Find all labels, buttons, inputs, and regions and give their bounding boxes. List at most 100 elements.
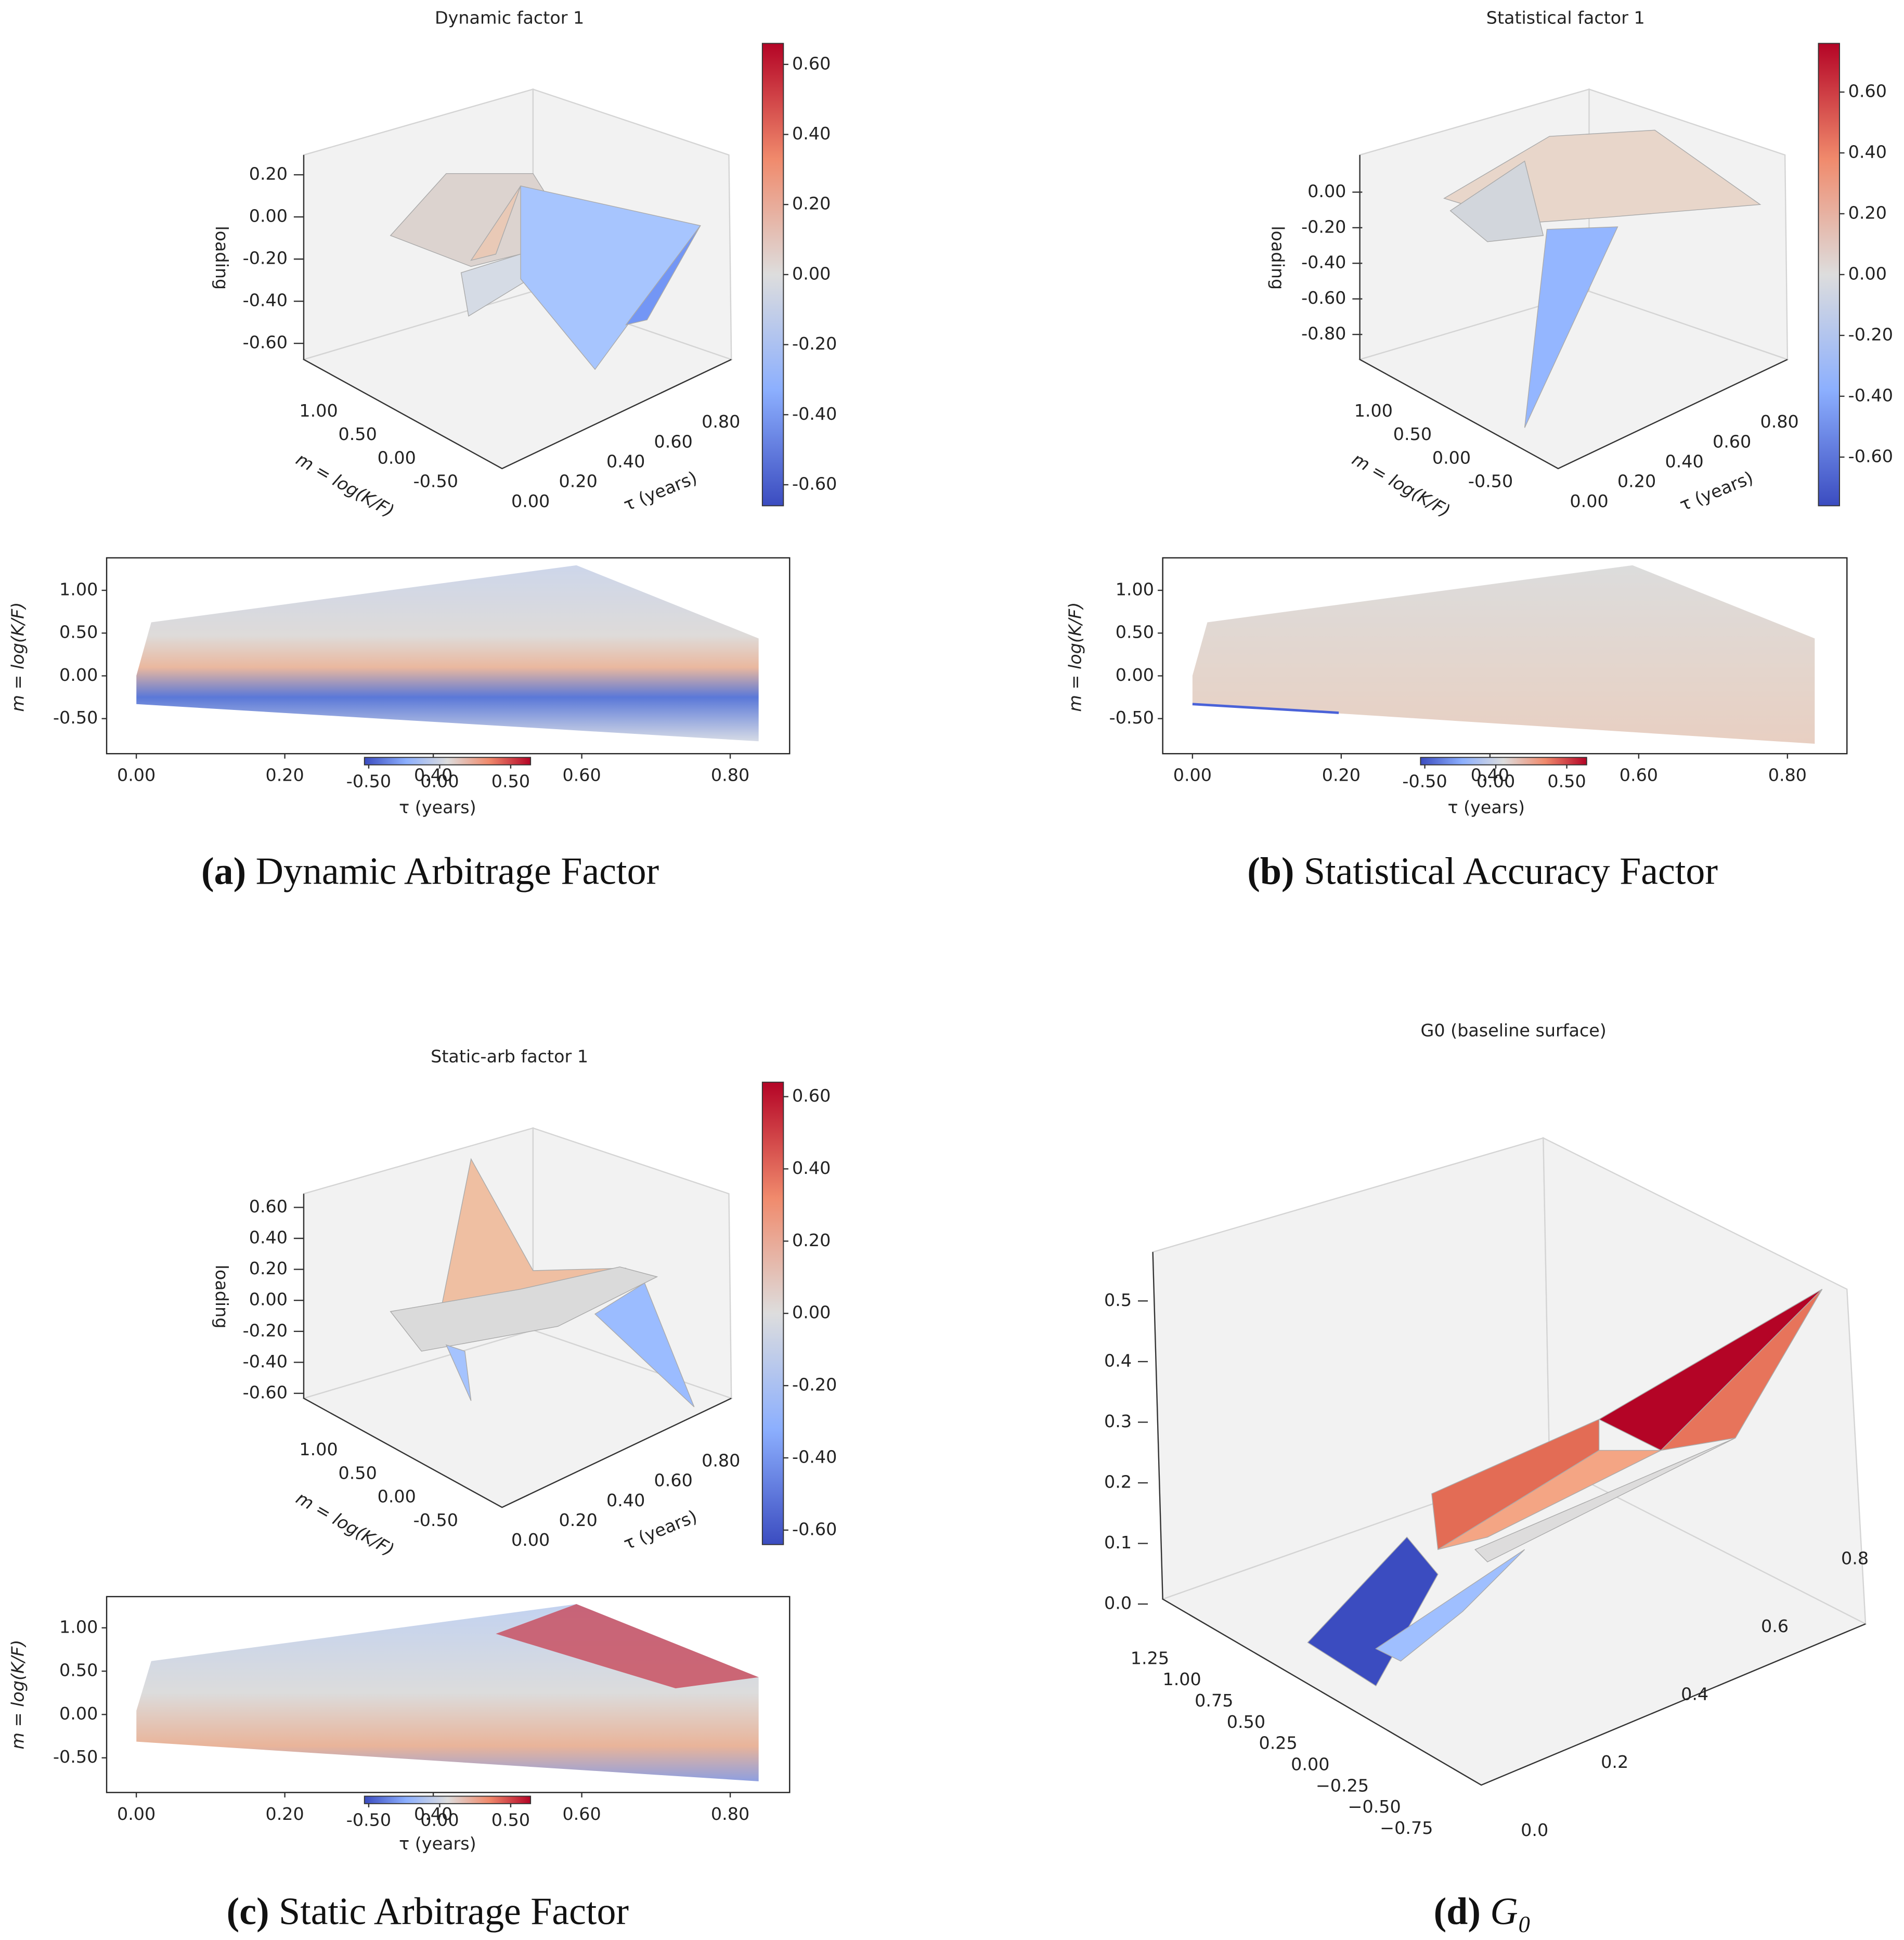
z-tick-label: -0.60 [243,1382,288,1402]
y-tick-label: 0.75 [1195,1690,1233,1711]
x-tick-label: 0.60 [654,431,693,451]
y-tick-label: 1.00 [1354,400,1393,421]
heatmap-region [496,1604,759,1689]
axis-line [1152,1252,1866,1786]
x-tick-label: 0.00 [511,1530,550,1550]
colorbar-tick-label: 0.40 [792,123,831,144]
x-tick-label: 0.40 [606,451,645,472]
z-tick-label: -0.40 [243,290,288,311]
y-tick-label: 0.50 [59,1660,98,1680]
colorbar-tick-label: 0.50 [1547,771,1586,791]
heatmap-edge [1192,703,1339,714]
caption-label: (c) [227,1890,269,1932]
colorbar-tick-label: -0.60 [792,474,837,494]
colorbar-tick-label: -0.50 [346,771,391,791]
x-tick-label: 0.20 [265,1804,304,1824]
colorbar-tick-label: 0.00 [420,771,459,791]
colorbar-tick-label: -0.40 [1848,385,1893,405]
x-tick-label: 0.60 [562,1804,601,1824]
x-tick-label: 0.60 [562,765,601,785]
colorbar [364,757,532,766]
colorbar-tick-label: -0.40 [792,404,837,424]
x-axis-label: τ (years) [620,1506,700,1554]
y-tick-label: 0.00 [59,1703,98,1724]
y-tick-label: 1.00 [1162,1669,1201,1689]
x-tick-label: 0.80 [702,1451,740,1471]
z-tick-label: 0.20 [249,1258,288,1278]
y-axis-label: m = log(K/F) [7,1640,28,1750]
colorbar-tick-label: 0.40 [1848,141,1887,162]
x-tick-label: 0.80 [711,765,749,785]
heatmap-surface [1192,565,1815,744]
colorbar-tick-label: -0.50 [346,1810,391,1830]
z-tick-label: -0.20 [1301,216,1346,237]
x-tick-label: 0.20 [1322,765,1361,785]
y-tick-label: 0.00 [1116,665,1154,685]
x-tick-label: 0.40 [414,765,452,785]
axis-line [303,154,732,470]
colorbar-tick-label: 0.50 [491,1810,530,1830]
surface-facet [520,185,701,370]
chart-title: G0 (baseline surface) [1421,1020,1607,1040]
z-tick-label: 0.1 [1104,1532,1132,1553]
y-tick-label: 0.50 [1393,424,1432,444]
colorbar-tick-label: -0.60 [792,1519,837,1539]
x-tick-label: 0.00 [117,765,156,785]
colorbar [364,1795,532,1804]
z-tick-label: 0.60 [249,1196,288,1217]
colorbar-tick-label: 0.00 [420,1810,459,1830]
caption-text: Dynamic Arbitrage Factor [256,850,659,893]
y-tick-label: 0.00 [1432,447,1471,468]
x-tick-label: 0.4 [1681,1684,1708,1704]
z-axis-label: loading [212,1265,232,1329]
surface-facet [470,186,521,261]
x-tick-label: 0.40 [606,1490,645,1510]
y-tick-label: 0.50 [1116,622,1154,642]
caption-text: Static Arbitrage Factor [279,1890,629,1932]
colorbar-tick-label: 0.00 [792,263,831,283]
colorbar-tick-label: -0.20 [792,1375,837,1395]
axis-line [1359,154,1788,470]
x-tick-label: 0.6 [1761,1616,1789,1636]
caption: (b) Statistical Accuracy Factor [1247,850,1718,893]
x-tick-label: 0.8 [1841,1548,1869,1568]
x-tick-label: 0.20 [1617,471,1656,492]
z-tick-label: 0.40 [249,1227,288,1248]
y-tick-label: −0.75 [1380,1818,1433,1838]
x-tick-label: 0.00 [1173,765,1212,785]
plot-frame [106,1596,791,1793]
y-tick-label: 1.00 [1116,579,1154,600]
z-tick-label: 0.3 [1104,1411,1132,1431]
surface-facet [1660,1289,1823,1451]
x-tick-label: 0.40 [414,1804,452,1824]
z-tick-label: -0.80 [1301,324,1346,344]
colorbar-tick-label: 0.20 [792,193,831,214]
y-tick-label: 1.00 [299,400,338,421]
colorbar-tick-label: 0.00 [792,1302,831,1323]
caption-label: (d) [1434,1890,1481,1932]
surface-facet [390,1266,658,1352]
y-tick-label: 0.50 [339,1463,377,1483]
colorbar [1420,757,1587,766]
y-tick-label: -0.50 [413,1510,458,1530]
y-tick-label: 1.00 [59,579,98,600]
y-tick-label: 0.00 [378,447,416,468]
colorbar-tick-label: 0.40 [792,1158,831,1178]
surface-facet [439,1158,626,1315]
colorbar-tick-label: 0.60 [792,53,831,73]
chart-title: Static-arb factor 1 [431,1046,588,1067]
surface-facet [445,1344,472,1401]
x-tick-label: 0.80 [1760,411,1799,432]
z-tick-label: -0.40 [243,1351,288,1372]
x-tick-label: 0.40 [1665,451,1703,472]
chart-title: Dynamic factor 1 [435,7,584,28]
colorbar-tick-label: -0.60 [1848,446,1893,466]
colorbar-tick-label: 0.60 [1848,81,1887,101]
caption-label: (b) [1247,850,1294,893]
z-tick-label: -0.20 [243,1320,288,1340]
surface-facet [1474,1438,1736,1562]
surface-facet [1524,226,1618,428]
x-axis-label: τ (years) [399,1833,476,1854]
y-tick-label: 0.00 [59,665,98,685]
